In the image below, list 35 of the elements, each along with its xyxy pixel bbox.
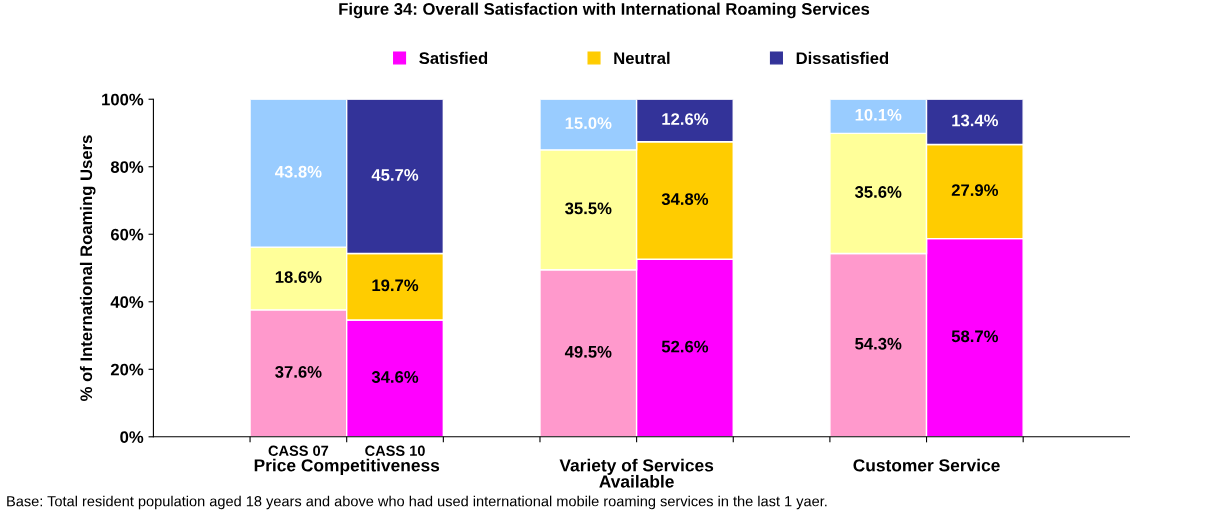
text: Price Competitiveness (254, 458, 440, 475)
legend-label: Satisfied (419, 51, 488, 65)
data-label: 35.6% (854, 186, 902, 198)
legend-label: Neutral (614, 51, 670, 65)
x-tick-label: CASS 07 (268, 445, 329, 456)
data-label: 37.6% (275, 366, 322, 378)
y-axis-title: % of International Roaming Users (79, 135, 96, 401)
y-tick-label: 0% (120, 431, 144, 443)
legend-label: Dissatisfied (796, 51, 889, 65)
text: Customer Service (853, 458, 1000, 472)
data-label: 15.0% (565, 117, 612, 130)
text: Base: Total resident population aged 18 years and above who had used international mobile roaming services in the last 1 yaer. (7, 495, 827, 510)
y-tick-label: 60% (110, 228, 144, 241)
data-label: 34.6% (371, 371, 419, 383)
data-label: 27.9% (951, 184, 999, 197)
y-tick-label: 40% (110, 296, 144, 308)
x-tick-label: CASS 10 (365, 445, 425, 456)
data-label: 45.7% (371, 169, 419, 181)
data-label: 34.8% (661, 193, 709, 205)
y-tick-label: 80% (110, 161, 144, 173)
data-label: 43.8% (275, 165, 322, 178)
y-tick-label: 100% (102, 93, 144, 106)
data-label: 58.7% (951, 330, 999, 343)
data-label: 13.4% (952, 114, 999, 127)
data-label: 35.5% (565, 202, 612, 215)
text: Variety of Services Available (559, 458, 714, 488)
y-tick-label: 20% (110, 363, 144, 376)
data-label: 52.6% (661, 340, 709, 353)
data-label: 12.6% (662, 113, 709, 125)
data-label: 49.5% (564, 345, 612, 358)
data-label: 18.6% (275, 271, 322, 283)
data-label: 10.1% (855, 108, 902, 121)
chart-title: Figure 34: Overall Satisfaction with International Roaming Services (339, 2, 870, 19)
data-label: 19.7% (372, 279, 419, 292)
data-label: 54.3% (855, 337, 902, 350)
